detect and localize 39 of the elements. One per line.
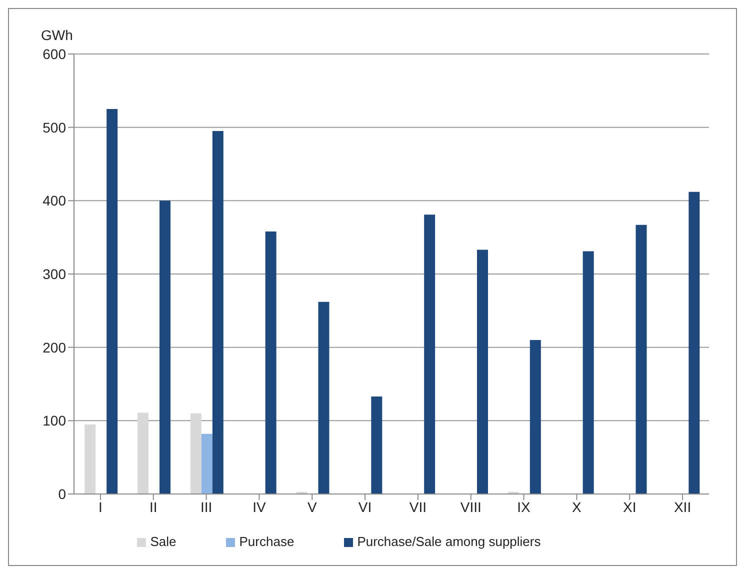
bar: [190, 413, 202, 494]
bar: [530, 340, 541, 494]
x-tick-label: VI: [358, 498, 372, 515]
bar: [212, 131, 224, 494]
bar: [160, 200, 170, 494]
bar: [201, 434, 212, 494]
x-tick-label: VIII: [460, 498, 482, 515]
legend-label: Purchase: [239, 534, 294, 549]
x-tick-label: IV: [252, 498, 266, 515]
legend-label: Sale: [150, 534, 176, 549]
y-tick-label: 300: [42, 266, 66, 282]
bar: [84, 424, 96, 494]
y-tick-label: 0: [58, 486, 66, 502]
x-tick-label: VII: [409, 498, 427, 515]
legend-label: Purchase/Sale among suppliers: [357, 534, 541, 549]
bar: [138, 412, 148, 494]
bar: [318, 302, 330, 494]
x-tick-label: V: [307, 498, 318, 515]
y-tick-label: 200: [42, 339, 66, 356]
bar: [424, 214, 436, 494]
y-tick-label: 100: [42, 412, 66, 429]
y-tick-label: 400: [42, 192, 66, 209]
bar: [477, 250, 488, 494]
x-tick-label: XI: [623, 498, 636, 515]
bar: [582, 251, 594, 494]
y-tick-label: 500: [42, 119, 66, 136]
bar: [265, 231, 276, 494]
x-tick-label: II: [149, 498, 158, 515]
bar: [371, 396, 382, 494]
bar: [636, 224, 647, 494]
x-tick-label: I: [98, 498, 102, 515]
bar: [688, 192, 700, 494]
x-tick-label: IX: [517, 498, 532, 515]
x-tick-label: XII: [674, 498, 692, 515]
bar: [106, 109, 118, 494]
y-axis-title: GWh: [41, 27, 73, 43]
x-tick-label: III: [200, 498, 212, 515]
x-tick-label: X: [572, 498, 582, 515]
y-tick-label: 600: [42, 46, 66, 62]
